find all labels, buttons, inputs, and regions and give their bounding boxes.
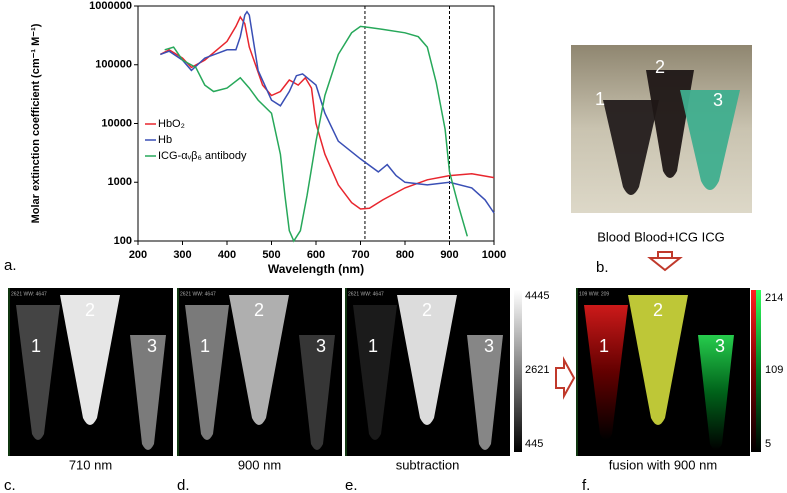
- tube-label: 2: [85, 300, 95, 320]
- y-axis-label: Molar extinction coefficient (cm⁻¹ M⁻¹): [30, 23, 42, 223]
- x-tick-label: 700: [351, 249, 369, 261]
- y-tick-label: 100: [114, 235, 132, 247]
- image-caption: 710 nm: [69, 457, 112, 472]
- colorbar: [514, 290, 522, 452]
- tube: [397, 295, 457, 425]
- tube: [353, 305, 397, 440]
- tube: [603, 100, 659, 195]
- image-caption: 900 nm: [238, 457, 281, 472]
- x-tick-label: 900: [440, 249, 458, 261]
- colorbar-label: 4445: [525, 290, 549, 302]
- tube: [680, 90, 740, 190]
- x-tick-label: 600: [307, 249, 325, 261]
- panel-label: d.: [177, 477, 190, 493]
- tube: [628, 295, 688, 425]
- legend-label: ICG-αᵥβ₆ antibody: [158, 150, 247, 162]
- tube: [130, 335, 166, 450]
- colorbar-label: 109: [765, 364, 783, 376]
- panel-label: e.: [345, 477, 358, 493]
- legend-label: Hb: [158, 134, 172, 146]
- y-tick-label: 1000000: [89, 0, 132, 12]
- arrow-down: [647, 251, 683, 272]
- line-series: [159, 15, 495, 210]
- image-header: 2621 WW: 4647: [348, 291, 384, 297]
- x-tick-label: 400: [218, 249, 236, 261]
- tube: [467, 335, 503, 450]
- colorbar-label: 2621: [525, 364, 549, 376]
- y-tick-label: 10000: [101, 117, 132, 129]
- x-tick-label: 200: [129, 249, 147, 261]
- tube-label: 3: [715, 336, 725, 356]
- x-tick-label: 800: [396, 249, 414, 261]
- tube-label: 3: [147, 336, 157, 356]
- colorbar-label: 214: [765, 292, 783, 304]
- colorbar-label: 445: [525, 438, 543, 450]
- image-header: 2621 WW: 4647: [180, 291, 216, 297]
- y-tick-label: 1000: [108, 176, 132, 188]
- x-tick-label: 300: [173, 249, 191, 261]
- tube-label: 1: [599, 336, 609, 356]
- image-header: 109 WW: 209: [579, 291, 609, 297]
- image-caption: subtraction: [396, 457, 460, 472]
- tube: [60, 295, 120, 425]
- colorbar: [756, 290, 761, 452]
- tube-label: 3: [484, 336, 494, 356]
- tube: [299, 335, 335, 450]
- tube-label: 1: [595, 89, 605, 109]
- x-tick-label: 500: [262, 249, 280, 261]
- y-tick-label: 100000: [95, 59, 132, 71]
- tube-label: 3: [316, 336, 326, 356]
- line-series: [164, 25, 469, 243]
- tube: [16, 305, 60, 440]
- legend-label: HbO₂: [158, 118, 185, 130]
- tube: [584, 305, 628, 440]
- colorbar-label: 5: [765, 438, 771, 450]
- tube-label: 2: [254, 300, 264, 320]
- photo-caption: Blood Blood+ICG ICG: [597, 229, 725, 244]
- tube-label: 2: [653, 300, 663, 320]
- panel-label: f.: [582, 477, 590, 493]
- tube-label: 1: [200, 336, 210, 356]
- image-header: 2621 WW: 4647: [11, 291, 47, 297]
- x-tick-label: 1000: [482, 249, 506, 261]
- line-series: [160, 10, 495, 214]
- tube-label: 1: [31, 336, 41, 356]
- tube-label: 2: [655, 57, 665, 77]
- colorbar: [751, 290, 756, 452]
- tube: [185, 305, 229, 440]
- tube-label: 3: [713, 90, 723, 110]
- panel-label: c.: [4, 477, 16, 493]
- panel-label: a.: [4, 257, 17, 274]
- tube: [229, 295, 289, 425]
- x-axis-label: Wavelength (nm): [268, 262, 364, 276]
- image-caption: fusion with 900 nm: [609, 457, 717, 472]
- tube: [698, 335, 734, 450]
- arrow-right: [555, 356, 576, 400]
- tube-label: 1: [368, 336, 378, 356]
- tube-label: 2: [422, 300, 432, 320]
- panel-label: b.: [596, 259, 609, 276]
